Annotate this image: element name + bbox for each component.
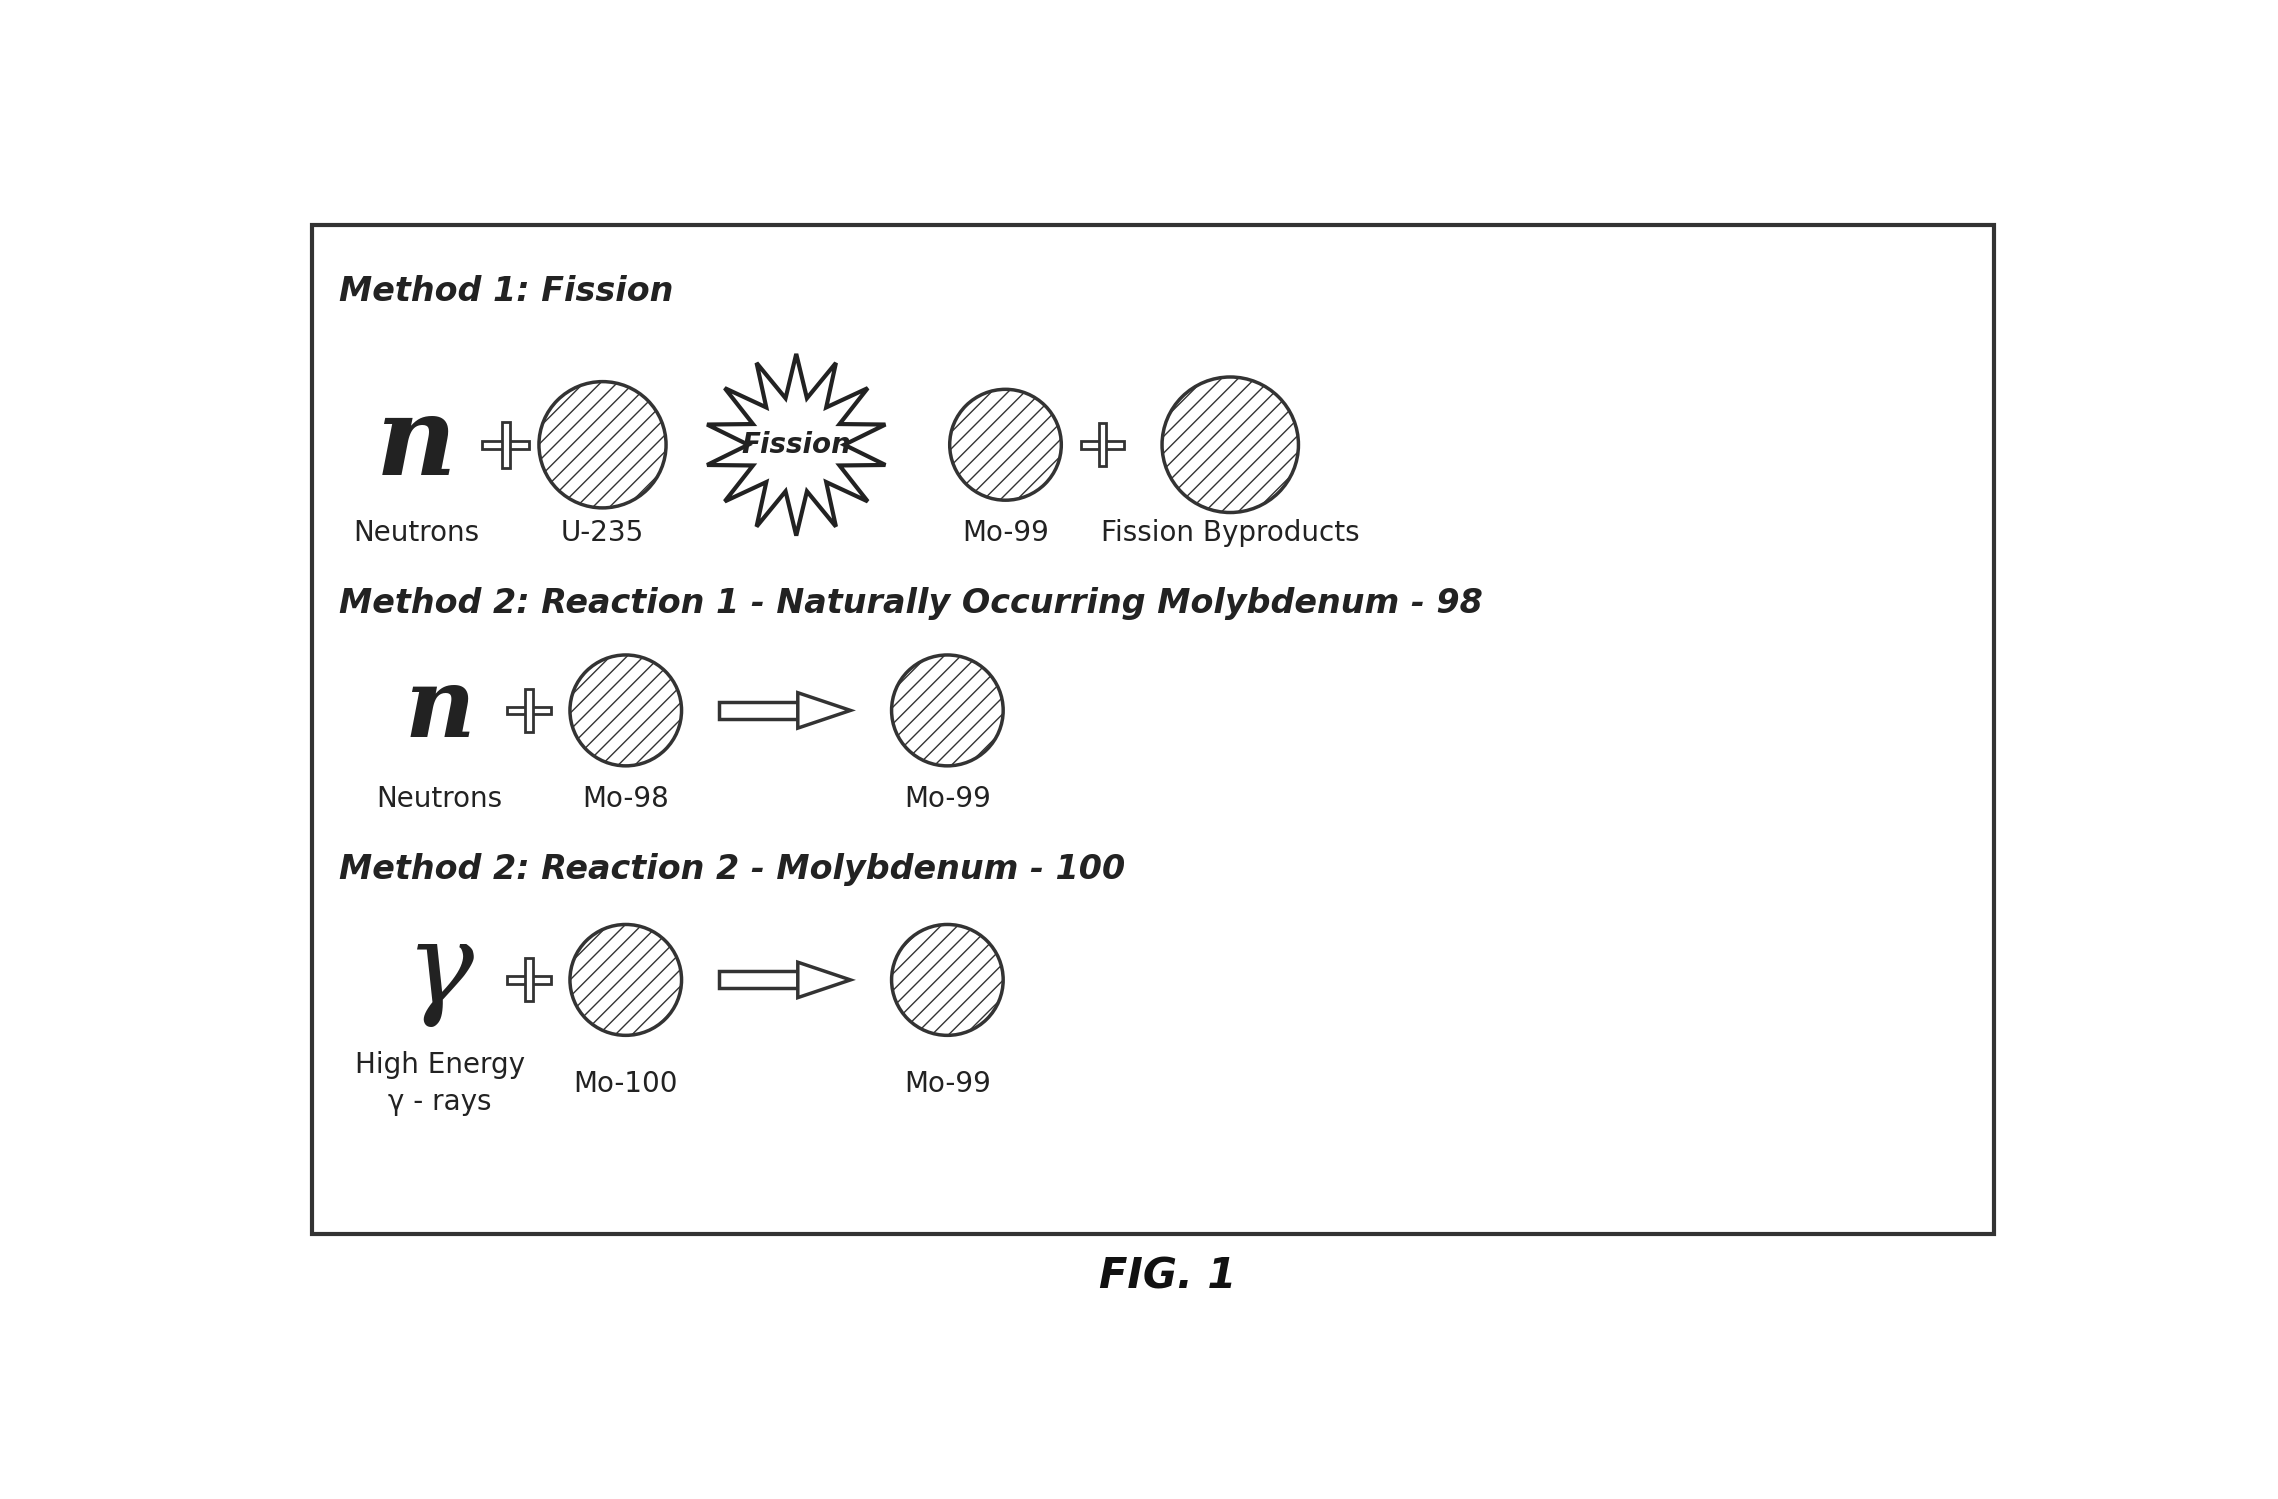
Text: Mo-98: Mo-98	[583, 785, 670, 812]
Bar	[508, 976, 551, 983]
Bar	[483, 441, 528, 448]
Text: Method 2: Reaction 1 - Naturally Occurring Molybdenum - 98: Method 2: Reaction 1 - Naturally Occurri…	[339, 588, 1483, 621]
Text: Neutrons: Neutrons	[376, 785, 503, 812]
Polygon shape	[706, 354, 886, 535]
Text: γ: γ	[405, 917, 474, 1027]
Polygon shape	[797, 962, 850, 998]
FancyBboxPatch shape	[312, 225, 1993, 1234]
Text: Fission Byproducts: Fission Byproducts	[1100, 519, 1360, 547]
Ellipse shape	[891, 925, 1002, 1036]
Text: Method 1: Fission: Method 1: Fission	[339, 276, 674, 309]
Text: Mo-99: Mo-99	[961, 519, 1048, 547]
Bar	[720, 971, 797, 988]
Bar	[501, 421, 510, 468]
Text: U-235: U-235	[560, 519, 645, 547]
Bar	[1080, 441, 1123, 448]
Ellipse shape	[950, 390, 1062, 501]
Bar	[508, 706, 551, 714]
Text: FIG. 1: FIG. 1	[1098, 1255, 1237, 1297]
Text: n: n	[405, 664, 476, 757]
Text: Fission: Fission	[740, 430, 852, 459]
Polygon shape	[797, 693, 850, 729]
Ellipse shape	[891, 655, 1002, 766]
Bar	[720, 702, 797, 720]
Text: Mo-99: Mo-99	[904, 1070, 991, 1097]
Ellipse shape	[570, 655, 681, 766]
Ellipse shape	[1162, 378, 1298, 513]
Text: Neutrons: Neutrons	[353, 519, 481, 547]
Ellipse shape	[570, 925, 681, 1036]
Bar	[1098, 423, 1107, 466]
Text: n: n	[376, 391, 458, 499]
Text: Method 2: Reaction 2 - Molybdenum - 100: Method 2: Reaction 2 - Molybdenum - 100	[339, 853, 1125, 886]
Text: Mo-99: Mo-99	[904, 785, 991, 812]
Bar	[524, 690, 533, 732]
Ellipse shape	[540, 382, 665, 508]
Text: High Energy
γ - rays: High Energy γ - rays	[355, 1051, 524, 1117]
Bar	[524, 958, 533, 1001]
Text: Mo-100: Mo-100	[574, 1070, 679, 1097]
